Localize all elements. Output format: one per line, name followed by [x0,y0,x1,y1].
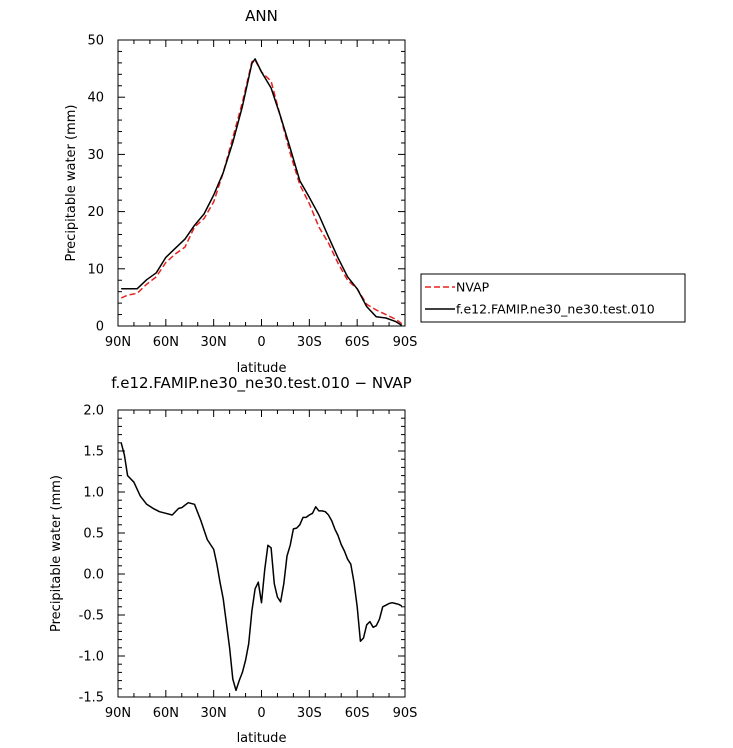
y-tick-label: -0.5 [79,609,104,624]
y-tick-label: 0.5 [83,527,104,542]
x-axis-label: latitude [237,731,287,746]
x-tick-label: 30N [201,335,227,350]
x-tick-label: 90S [393,335,418,350]
y-tick-label: 40 [87,91,104,106]
legend-label-1: NVAP [456,280,490,295]
legend-box [420,273,686,323]
x-tick-label: 0 [257,706,265,721]
y-tick-label: -1.5 [79,691,104,706]
plot-frame [117,409,406,698]
x-tick-label: 30S [297,335,322,350]
legend-label-2: f.e12.FAMIP.ne30_ne30.test.010 [456,302,655,317]
y-tick-label: 0 [96,320,104,335]
plot-panel-1: ANN 90N 60N 30N 0 30S 60S 90S latitude 0 10 20 30 40 5… [64,7,686,376]
x-tick-label: 90N [105,335,131,350]
series-line-2 [121,58,403,327]
y-tick-label: 1.0 [83,486,104,501]
plot-frame [117,39,406,327]
y-tick-label: 30 [87,148,104,163]
chart-title: ANN [245,7,278,25]
y-tick-label: 0.0 [83,568,104,583]
y-tick-label: 1.5 [83,445,104,460]
x-tick-label: 60S [345,335,370,350]
y-tick-label: 10 [87,262,104,277]
x-tick-label: 90N [105,706,131,721]
x-tick-label: 60S [345,706,370,721]
x-tick-label: 60N [153,335,179,350]
y-tick-label: -1.0 [79,650,104,665]
x-tick-label: 90S [393,706,418,721]
y-axis-label: Precipitable water (mm) [64,105,79,262]
x-tick-label: 0 [257,335,265,350]
legend: NVAP f.e12.FAMIP.ne30_ne30.test.010 [420,273,686,323]
y-tick-label: 50 [87,34,104,49]
x-tick-label: 30S [297,706,322,721]
x-axis-label: latitude [237,361,287,376]
series-line-1 [120,59,403,325]
chart-title: f.e12.FAMIP.ne30_ne30.test.010 − NVAP [111,374,411,393]
y-tick-label: 20 [87,205,104,220]
series-line-1 [120,442,403,692]
y-tick-label: 2.0 [83,404,104,419]
plot-panel-2: f.e12.FAMIP.ne30_ne30.test.010 − NVAP 90N… [49,374,417,746]
x-tick-label: 30N [201,706,227,721]
x-tick-label: 60N [153,706,179,721]
y-axis-label: Precipitable water (mm) [49,475,64,632]
